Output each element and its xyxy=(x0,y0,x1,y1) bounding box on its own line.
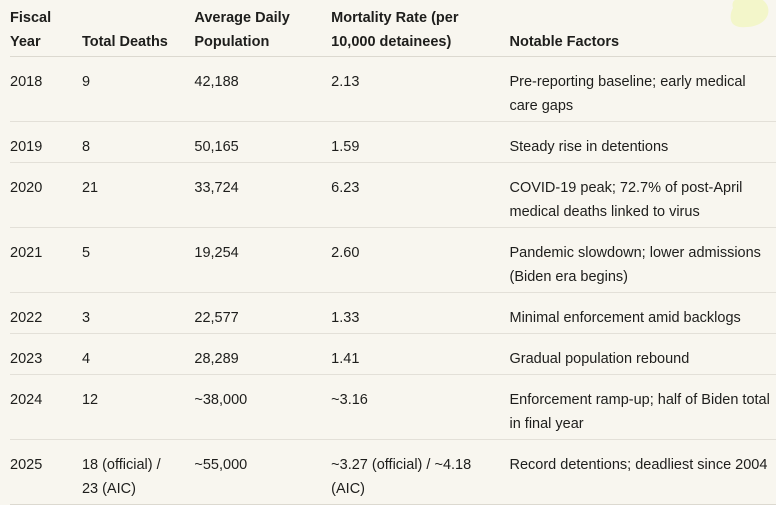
cell-total-deaths: 9 xyxy=(81,56,195,122)
table-row: 2021 5 19,254 2.60 Pandemic slowdown; lo… xyxy=(10,227,776,293)
cell-avg-population: 28,289 xyxy=(194,333,332,375)
table-row: 2019 8 50,165 1.59 Steady rise in detent… xyxy=(10,121,776,163)
cell-fiscal-year: 2018 xyxy=(10,56,82,122)
header-row: Fiscal Year Total Deaths Average Daily P… xyxy=(10,0,776,57)
cell-mortality-rate: 2.13 xyxy=(331,56,510,122)
cell-notable-factors: Record detentions; deadliest since 2004 xyxy=(509,439,776,505)
cell-avg-population: 22,577 xyxy=(194,292,332,334)
table-row: 2023 4 28,289 1.41 Gradual population re… xyxy=(10,333,776,375)
cell-total-deaths: 8 xyxy=(81,121,195,163)
cell-notable-factors: COVID-19 peak; 72.7% of post-April medic… xyxy=(509,162,776,228)
cell-mortality-rate: 6.23 xyxy=(331,162,510,228)
cell-notable-factors: Enforcement ramp-up; half of Biden total… xyxy=(509,374,776,440)
table-row: 2022 3 22,577 1.33 Minimal enforcement a… xyxy=(10,292,776,334)
cell-total-deaths: 18 (official) / 23 (AIC) xyxy=(81,439,195,505)
cell-avg-population: 42,188 xyxy=(194,56,332,122)
cell-fiscal-year: 2023 xyxy=(10,333,82,375)
table-row: 2018 9 42,188 2.13 Pre-reporting baselin… xyxy=(10,56,776,122)
column-header-total-deaths: Total Deaths xyxy=(81,0,195,57)
cell-fiscal-year: 2025 xyxy=(10,439,82,505)
mortality-data-table: Fiscal Year Total Deaths Average Daily P… xyxy=(10,0,776,505)
cell-total-deaths: 3 xyxy=(81,292,195,334)
cell-total-deaths: 4 xyxy=(81,333,195,375)
table-header: Fiscal Year Total Deaths Average Daily P… xyxy=(10,0,776,57)
cell-mortality-rate: 1.41 xyxy=(331,333,510,375)
cell-avg-population: ~55,000 xyxy=(194,439,332,505)
cell-fiscal-year: 2021 xyxy=(10,227,82,293)
cell-fiscal-year: 2019 xyxy=(10,121,82,163)
cell-notable-factors: Pre-reporting baseline; early medical ca… xyxy=(509,56,776,122)
cell-mortality-rate: 1.59 xyxy=(331,121,510,163)
cell-notable-factors: Minimal enforcement amid backlogs xyxy=(509,292,776,334)
cell-mortality-rate: 1.33 xyxy=(331,292,510,334)
column-header-avg-population: Average Daily Population xyxy=(194,0,332,57)
table-row: 2024 12 ~38,000 ~3.16 Enforcement ramp-u… xyxy=(10,374,776,440)
cell-fiscal-year: 2020 xyxy=(10,162,82,228)
column-header-fiscal-year: Fiscal Year xyxy=(10,0,82,57)
cell-avg-population: ~38,000 xyxy=(194,374,332,440)
cell-total-deaths: 12 xyxy=(81,374,195,440)
cell-mortality-rate: ~3.16 xyxy=(331,374,510,440)
cell-avg-population: 50,165 xyxy=(194,121,332,163)
table-body: 2018 9 42,188 2.13 Pre-reporting baselin… xyxy=(10,56,776,505)
cell-avg-population: 19,254 xyxy=(194,227,332,293)
cell-mortality-rate: ~3.27 (official) / ~4.18 (AIC) xyxy=(331,439,510,505)
cell-total-deaths: 21 xyxy=(81,162,195,228)
cell-notable-factors: Steady rise in detentions xyxy=(509,121,776,163)
cell-fiscal-year: 2024 xyxy=(10,374,82,440)
cell-total-deaths: 5 xyxy=(81,227,195,293)
cell-notable-factors: Gradual population rebound xyxy=(509,333,776,375)
cell-fiscal-year: 2022 xyxy=(10,292,82,334)
table-row: 2020 21 33,724 6.23 COVID-19 peak; 72.7%… xyxy=(10,162,776,228)
column-header-notable-factors: Notable Factors xyxy=(509,0,776,57)
table-row: 2025 18 (official) / 23 (AIC) ~55,000 ~3… xyxy=(10,439,776,505)
cell-avg-population: 33,724 xyxy=(194,162,332,228)
cell-mortality-rate: 2.60 xyxy=(331,227,510,293)
cell-notable-factors: Pandemic slowdown; lower admissions (Bid… xyxy=(509,227,776,293)
column-header-mortality-rate: Mortality Rate (per 10,000 detainees) xyxy=(331,0,510,57)
